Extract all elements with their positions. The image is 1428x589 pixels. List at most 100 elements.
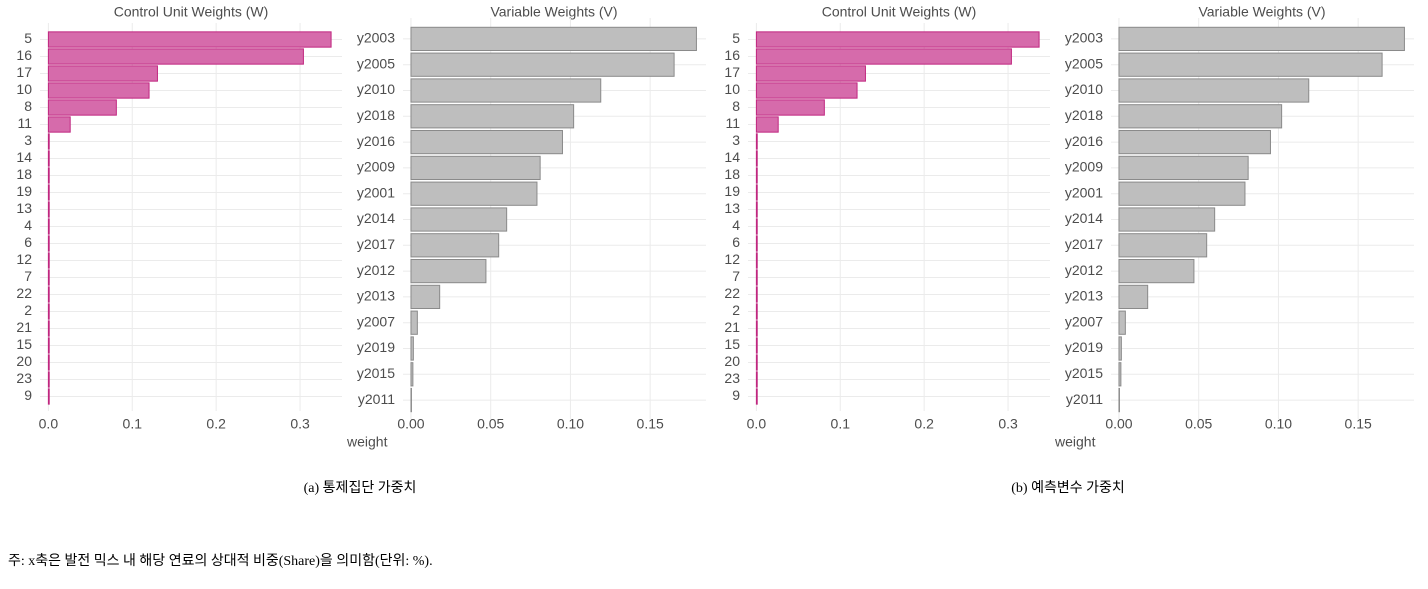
x-tick-label: 0.10 xyxy=(557,416,584,432)
bar xyxy=(47,48,304,65)
x-tick-label: 0.00 xyxy=(397,416,424,432)
y-tick-label: y2010 xyxy=(1065,81,1103,97)
bar xyxy=(1118,181,1246,206)
y-tick-label: y2013 xyxy=(1065,288,1103,304)
y-tick-label: y2011 xyxy=(358,391,395,407)
y-tick-label: 17 xyxy=(16,64,32,80)
y-tick-label: y2010 xyxy=(357,81,395,97)
y-tick-label: 15 xyxy=(724,336,740,352)
y-tick-label: 18 xyxy=(16,166,32,182)
y-tick-label: 4 xyxy=(24,217,32,233)
y-tick-label: 2 xyxy=(24,302,32,318)
y-tick-label: 6 xyxy=(24,234,32,250)
note: 주: x축은 발전 믹스 내 해당 연료의 상대적 비중(Share)을 의미함… xyxy=(8,553,433,569)
y-tick-label: 10 xyxy=(16,81,32,97)
bar xyxy=(47,371,50,388)
x-tick-label: 0.3 xyxy=(998,416,1018,432)
y-tick-label: y2017 xyxy=(357,236,395,252)
x-tick-label: 0.15 xyxy=(1345,416,1372,432)
bar xyxy=(1118,310,1126,335)
bar xyxy=(47,133,50,150)
y-tick-label: y2005 xyxy=(1065,55,1103,71)
bar xyxy=(1118,336,1122,361)
bar xyxy=(755,65,866,82)
bar xyxy=(755,371,758,388)
bar xyxy=(755,133,758,150)
y-tick-label: y2003 xyxy=(1065,30,1103,46)
bar xyxy=(410,52,675,77)
y-tick-label: 5 xyxy=(24,30,32,46)
bar xyxy=(755,286,758,303)
y-tick-label: 20 xyxy=(16,353,32,369)
x-tick-label: 0.00 xyxy=(1105,416,1132,432)
y-tick-label: y2014 xyxy=(357,210,395,226)
y-tick-label: 8 xyxy=(24,98,32,114)
y-tick-label: 15 xyxy=(16,336,32,352)
y-tick-label: y2013 xyxy=(357,288,395,304)
bar xyxy=(410,78,602,103)
bar xyxy=(410,104,575,129)
bar xyxy=(410,207,508,232)
bar xyxy=(47,303,50,320)
y-tick-label: 21 xyxy=(724,319,740,335)
bar xyxy=(47,184,50,201)
y-tick-label: y2019 xyxy=(1065,339,1103,355)
y-tick-label: 3 xyxy=(24,132,32,148)
bar xyxy=(755,167,758,184)
y-tick-label: 12 xyxy=(724,251,740,267)
y-tick-label: 16 xyxy=(16,47,32,63)
y-tick-label: 11 xyxy=(17,115,32,131)
y-tick-label: 17 xyxy=(724,64,740,80)
bar xyxy=(1118,233,1208,258)
y-tick-label: 9 xyxy=(732,387,740,403)
bar xyxy=(1118,155,1249,181)
bar xyxy=(47,31,332,48)
bar xyxy=(47,354,50,371)
y-tick-label: 13 xyxy=(724,200,740,216)
y-tick-label: 21 xyxy=(16,319,32,335)
y-tick-label: 22 xyxy=(724,285,740,301)
y-tick-label: y2018 xyxy=(1065,107,1103,123)
bar xyxy=(47,252,50,269)
bar xyxy=(1118,362,1122,387)
bar xyxy=(755,184,758,201)
panel-title: Variable Weights (V) xyxy=(490,4,617,20)
y-tick-label: y2012 xyxy=(357,262,395,278)
x-tick-label: 0.0 xyxy=(39,416,59,432)
y-tick-label: 4 xyxy=(732,217,740,233)
y-tick-label: y2007 xyxy=(357,313,395,329)
y-tick-label: 5 xyxy=(732,30,740,46)
y-tick-label: 16 xyxy=(724,47,740,63)
y-tick-label: y2012 xyxy=(1065,262,1103,278)
bar xyxy=(1118,129,1271,155)
panel-title: Variable Weights (V) xyxy=(1198,4,1325,20)
bar xyxy=(47,65,158,82)
y-tick-label: 19 xyxy=(724,183,740,199)
bar xyxy=(410,233,500,258)
bar xyxy=(755,82,858,99)
bar xyxy=(47,269,50,286)
y-tick-label: 10 xyxy=(724,81,740,97)
panel-title: Control Unit Weights (W) xyxy=(114,4,269,20)
panel-title: Control Unit Weights (W) xyxy=(822,4,977,20)
y-tick-label: y2017 xyxy=(1065,236,1103,252)
bar xyxy=(755,320,758,337)
y-tick-label: y2019 xyxy=(357,339,395,355)
bar xyxy=(1118,26,1405,52)
bar xyxy=(755,252,758,269)
x-tick-label: 0.05 xyxy=(477,416,504,432)
y-tick-label: 13 xyxy=(16,200,32,216)
y-tick-label: 14 xyxy=(724,149,740,165)
bar xyxy=(47,337,50,354)
y-tick-label: 14 xyxy=(16,149,32,165)
bar xyxy=(755,303,758,320)
bar xyxy=(410,310,418,335)
x-axis-label: weight xyxy=(1054,434,1096,450)
bar xyxy=(410,26,697,52)
bar xyxy=(410,181,538,206)
y-tick-label: y2016 xyxy=(357,133,395,149)
y-tick-label: y2016 xyxy=(1065,133,1103,149)
bar xyxy=(755,388,758,405)
bar xyxy=(47,82,150,99)
